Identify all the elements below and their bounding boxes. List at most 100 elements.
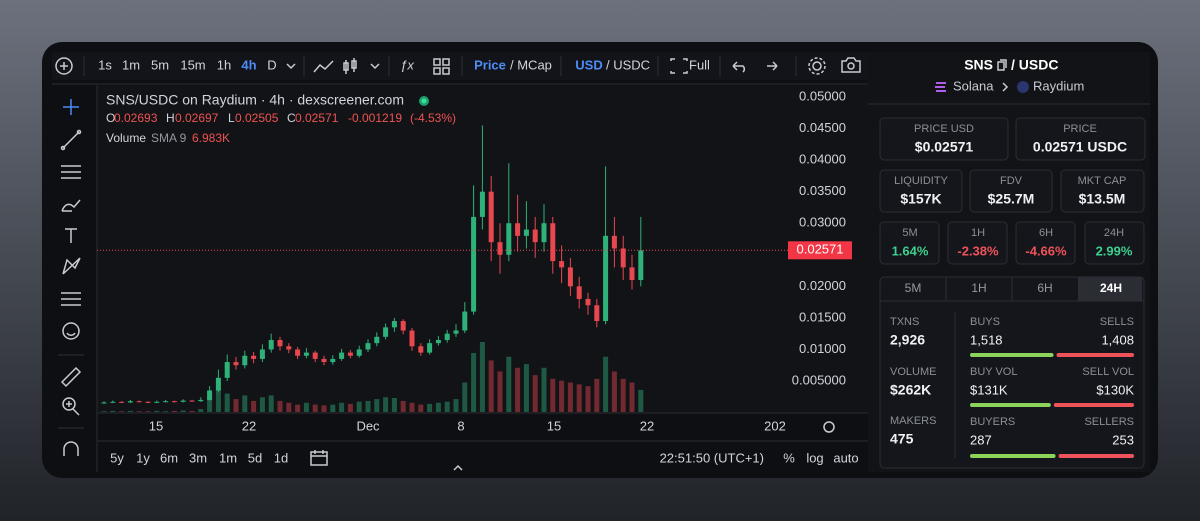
- candle-body: [119, 401, 125, 403]
- interval[interactable]: 1m: [122, 57, 140, 72]
- tab[interactable]: 5M: [905, 281, 922, 295]
- drawing-tools: [60, 99, 82, 456]
- camera-icon[interactable]: [841, 57, 861, 73]
- candle-body: [171, 401, 177, 403]
- volume-bar: [444, 401, 450, 412]
- full-button[interactable]: Full: [689, 57, 710, 72]
- stat-value: 1.64%: [892, 243, 929, 258]
- card: [879, 221, 940, 265]
- ohlc-key: L: [228, 111, 235, 125]
- volume-bar: [189, 410, 195, 412]
- volume-bar: [638, 389, 644, 412]
- stat-label: BUYS: [970, 316, 1000, 328]
- percent-toggle[interactable]: %: [783, 450, 795, 465]
- chevron[interactable]: [370, 63, 380, 70]
- collapse[interactable]: [453, 464, 463, 471]
- range[interactable]: 1d: [274, 450, 288, 465]
- undo-icon[interactable]: [732, 61, 746, 73]
- candle-icon[interactable]: [343, 58, 357, 74]
- stat-value: -4.66%: [1025, 243, 1067, 258]
- mcap-toggle[interactable]: / MCap: [510, 57, 552, 72]
- settings-icon[interactable]: [812, 61, 822, 71]
- candle-body: [339, 352, 345, 359]
- chain[interactable]: Solana: [953, 78, 994, 93]
- candle-body: [233, 362, 239, 366]
- log-toggle[interactable]: log: [806, 450, 823, 465]
- volume-bar: [435, 402, 441, 412]
- dex[interactable]: Raydium: [1033, 78, 1084, 93]
- goto-date-icon[interactable]: [310, 450, 328, 466]
- candle-body: [136, 401, 142, 403]
- candle-body: [585, 298, 591, 306]
- price-badge: [788, 241, 852, 260]
- volume-bar: [356, 401, 362, 412]
- candle-body: [620, 248, 626, 268]
- usdc-toggle[interactable]: / USDC: [606, 57, 650, 72]
- candle-body: [541, 223, 547, 243]
- price-toggle[interactable]: Price: [474, 57, 506, 72]
- stat-value: 0.02571 USDC: [1033, 139, 1127, 155]
- full-icon[interactable]: [670, 58, 688, 74]
- stat-label: SELLS: [1100, 316, 1134, 328]
- live-dot: [421, 98, 427, 104]
- settings-icon[interactable]: [823, 421, 835, 433]
- candle-body: [444, 333, 450, 340]
- candle-body: [242, 355, 248, 366]
- candle-body: [462, 311, 468, 331]
- candle-body: [383, 327, 389, 337]
- tab[interactable]: 6H: [1037, 281, 1052, 295]
- line-icon[interactable]: [313, 60, 334, 73]
- interval[interactable]: 4h: [241, 57, 256, 72]
- stat-label: 24H: [1104, 227, 1124, 239]
- stat-label: MKT CAP: [1078, 175, 1127, 187]
- tab[interactable]: 24H: [1100, 281, 1122, 295]
- range[interactable]: 1y: [136, 450, 150, 465]
- stat-label: BUYERS: [970, 416, 1015, 428]
- ohlc: O 0.02693 H 0.02697 L 0.02505 C 0.02571 …: [106, 111, 456, 125]
- x-tick-label: 15: [547, 418, 561, 433]
- card: [879, 169, 963, 213]
- interval[interactable]: 15m: [180, 57, 205, 72]
- stat-label: LIQUIDITY: [894, 175, 948, 187]
- range[interactable]: 6m: [160, 450, 178, 465]
- stat-label: 6H: [1039, 227, 1053, 239]
- candle-body: [127, 401, 133, 403]
- auto-toggle[interactable]: auto: [833, 450, 858, 465]
- ohlc-change-pct: (-4.53%): [410, 111, 456, 125]
- volume-bar: [479, 342, 485, 412]
- y-tick-label: 0.05000: [799, 88, 846, 103]
- stat-value: $130K: [1096, 382, 1134, 397]
- ohlc-value: 0.02571: [295, 111, 339, 125]
- y-tick-label: 0.03000: [799, 215, 846, 230]
- stat-value: $157K: [900, 191, 941, 207]
- candle-body: [506, 223, 512, 255]
- range[interactable]: 5y: [110, 450, 124, 465]
- add-icon[interactable]: [55, 57, 73, 75]
- layout-icon[interactable]: [433, 58, 450, 75]
- volume-bar: [295, 404, 301, 412]
- ohlc-key: C: [287, 111, 296, 125]
- card: [969, 169, 1053, 213]
- interval[interactable]: 5m: [151, 57, 169, 72]
- candle-body: [427, 343, 433, 353]
- range[interactable]: 5d: [248, 450, 262, 465]
- redo-icon[interactable]: [767, 61, 778, 71]
- tab[interactable]: 1H: [971, 281, 986, 295]
- interval[interactable]: 1s: [98, 57, 112, 72]
- volume-bar: [453, 399, 459, 412]
- volume-bar: [347, 403, 353, 412]
- candle-body: [603, 235, 609, 322]
- range[interactable]: 1m: [219, 450, 237, 465]
- candle-body: [611, 235, 617, 249]
- interval[interactable]: 1h: [217, 57, 231, 72]
- range[interactable]: 3m: [189, 450, 207, 465]
- stat-label: SELL VOL: [1082, 366, 1134, 378]
- copy-icon[interactable]: [997, 59, 1007, 71]
- volume-value: 6.983K: [192, 131, 230, 145]
- candle-body: [145, 401, 151, 403]
- fx-icon[interactable]: ƒx: [400, 57, 414, 72]
- usd-toggle[interactable]: USD: [575, 57, 602, 72]
- chevron[interactable]: [286, 63, 296, 70]
- volume-bar: [321, 405, 327, 412]
- interval[interactable]: D: [267, 57, 276, 72]
